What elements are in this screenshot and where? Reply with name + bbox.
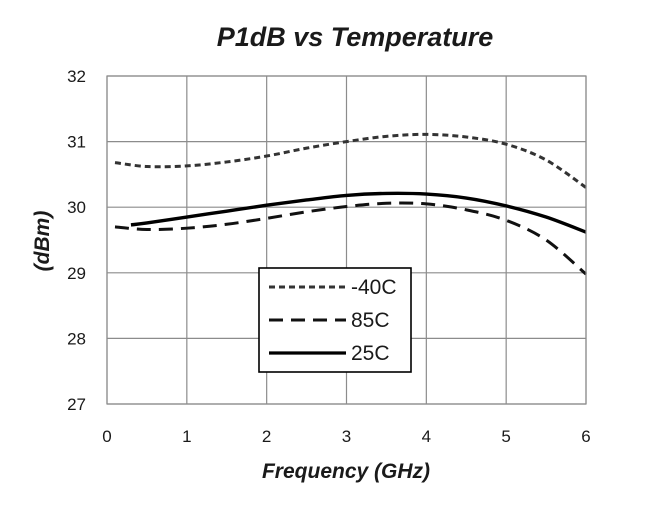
chart-title: P1dB vs Temperature <box>217 22 494 52</box>
series-lines <box>114 132 587 276</box>
x-tick-label: 1 <box>182 427 191 446</box>
y-tick-label: 29 <box>67 264 86 283</box>
series-line-minus40c <box>114 132 587 189</box>
plot-frame <box>106 75 587 405</box>
y-tick-label: 32 <box>67 67 86 86</box>
x-tick-label: 4 <box>422 427 431 446</box>
y-tick-label: 27 <box>67 395 86 414</box>
legend-label-85c: 85C <box>351 309 390 332</box>
x-axis-title: Frequency (GHz) <box>262 460 430 483</box>
y-tick-label: 31 <box>67 133 86 152</box>
x-tick-label: 2 <box>262 427 271 446</box>
x-tick-label: 6 <box>581 427 590 446</box>
tick-labels: 0 1 2 3 4 5 6 27 28 29 30 31 32 <box>67 67 591 446</box>
y-tick-label: 28 <box>67 329 86 348</box>
series-line-25c <box>130 191 587 234</box>
y-axis-title: (dBm) <box>31 211 54 272</box>
legend-label-minus40c: -40C <box>351 276 397 299</box>
legend-label-25c: 25C <box>351 342 390 365</box>
legend: -40C 85C 25C <box>258 267 412 373</box>
x-tick-label: 3 <box>342 427 351 446</box>
y-tick-label: 30 <box>67 198 86 217</box>
series-line-85c <box>114 201 587 276</box>
x-tick-label: 5 <box>501 427 510 446</box>
x-tick-label: 0 <box>102 427 111 446</box>
